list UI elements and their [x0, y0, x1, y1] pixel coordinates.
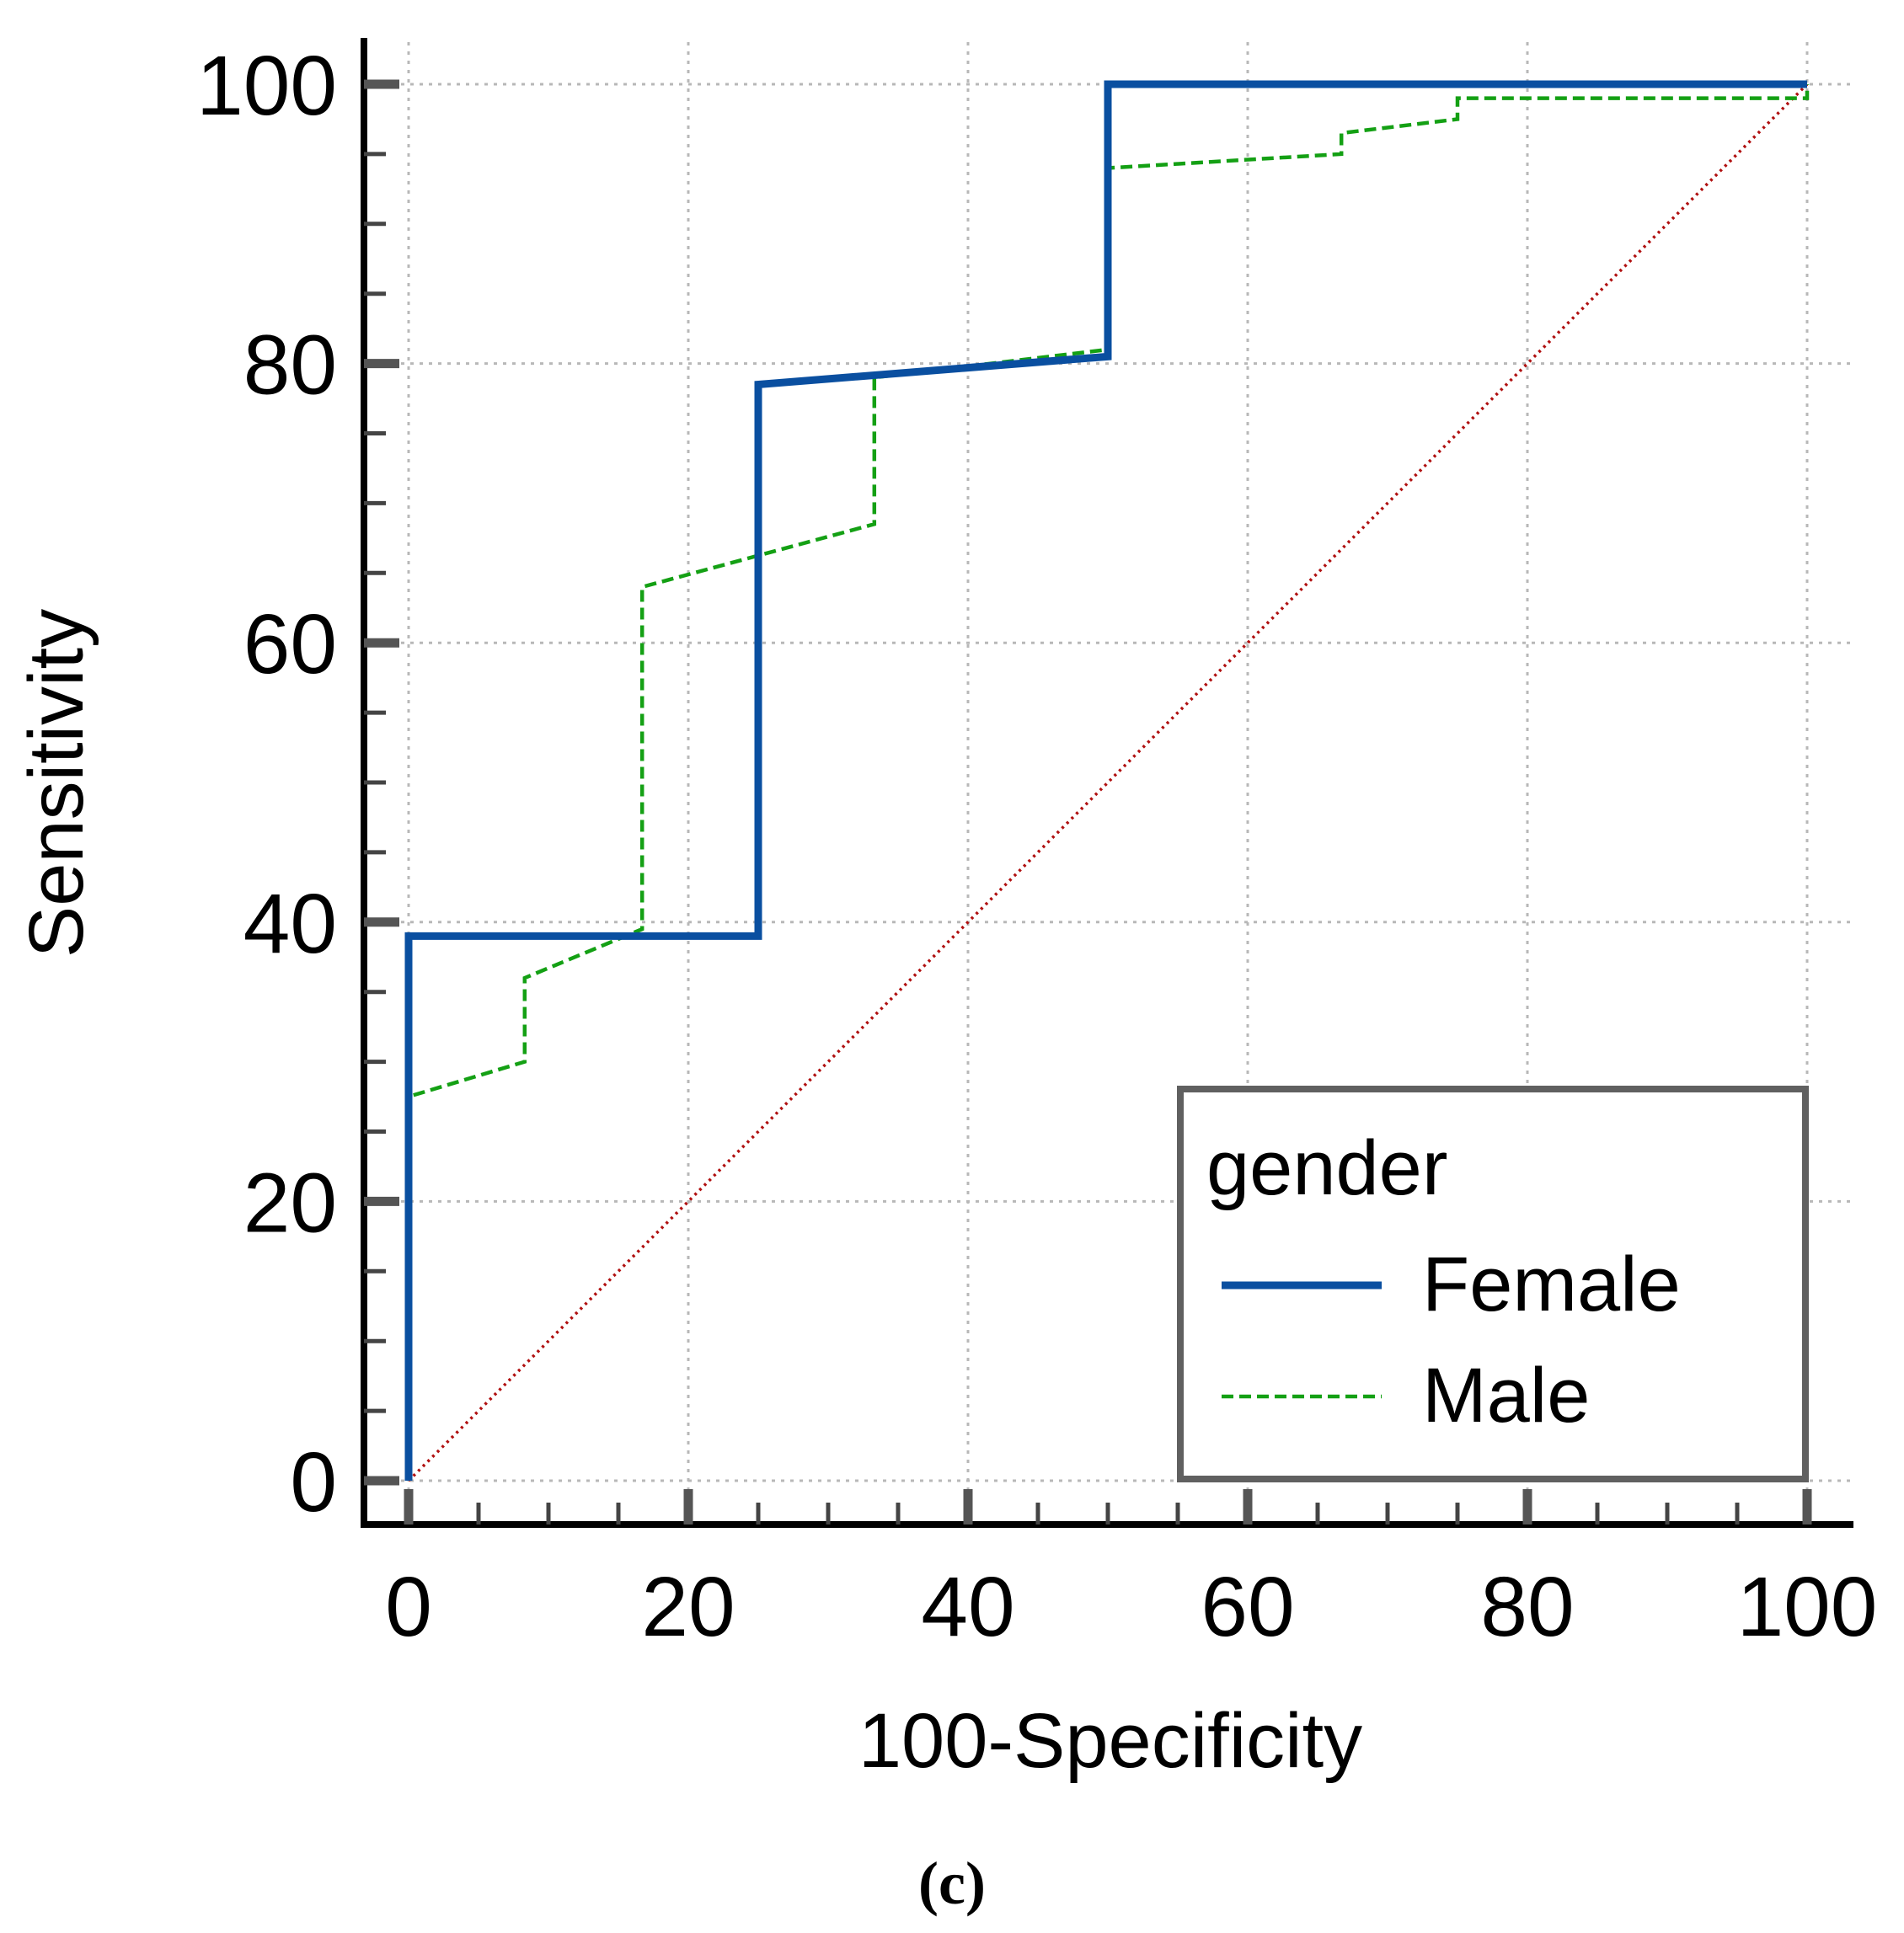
legend: gender Female Male — [1177, 1086, 1809, 1482]
y-tick-label-40: 40 — [243, 877, 337, 971]
legend-label-male: Male — [1422, 1353, 1590, 1439]
y-tick-label-100: 100 — [196, 39, 337, 133]
y-tick-label-80: 80 — [243, 318, 337, 413]
axes — [361, 38, 1853, 1528]
series-line-female — [404, 80, 1807, 1481]
legend-title: gender — [1206, 1125, 1447, 1211]
x-tick-label-100: 100 — [1737, 1560, 1878, 1654]
panel-label: (c) — [918, 1850, 986, 1917]
y-tick-label-60: 60 — [243, 597, 337, 692]
y-axis-label: Sensitivity — [13, 609, 99, 958]
y-tick-label-0: 0 — [290, 1435, 337, 1530]
tick-labels: 0 20 40 60 80 100 0 20 40 60 80 100 — [196, 39, 1877, 1654]
legend-label-female: Female — [1422, 1241, 1681, 1327]
x-tick-label-60: 60 — [1201, 1560, 1294, 1654]
x-tick-label-80: 80 — [1480, 1560, 1574, 1654]
x-tick-label-40: 40 — [921, 1560, 1014, 1654]
x-axis-label: 100-Specificity — [858, 1698, 1362, 1784]
series — [404, 80, 1810, 1482]
y-tick-label-20: 20 — [243, 1156, 337, 1250]
x-tick-label-20: 20 — [641, 1560, 735, 1654]
x-tick-label-0: 0 — [385, 1560, 432, 1654]
